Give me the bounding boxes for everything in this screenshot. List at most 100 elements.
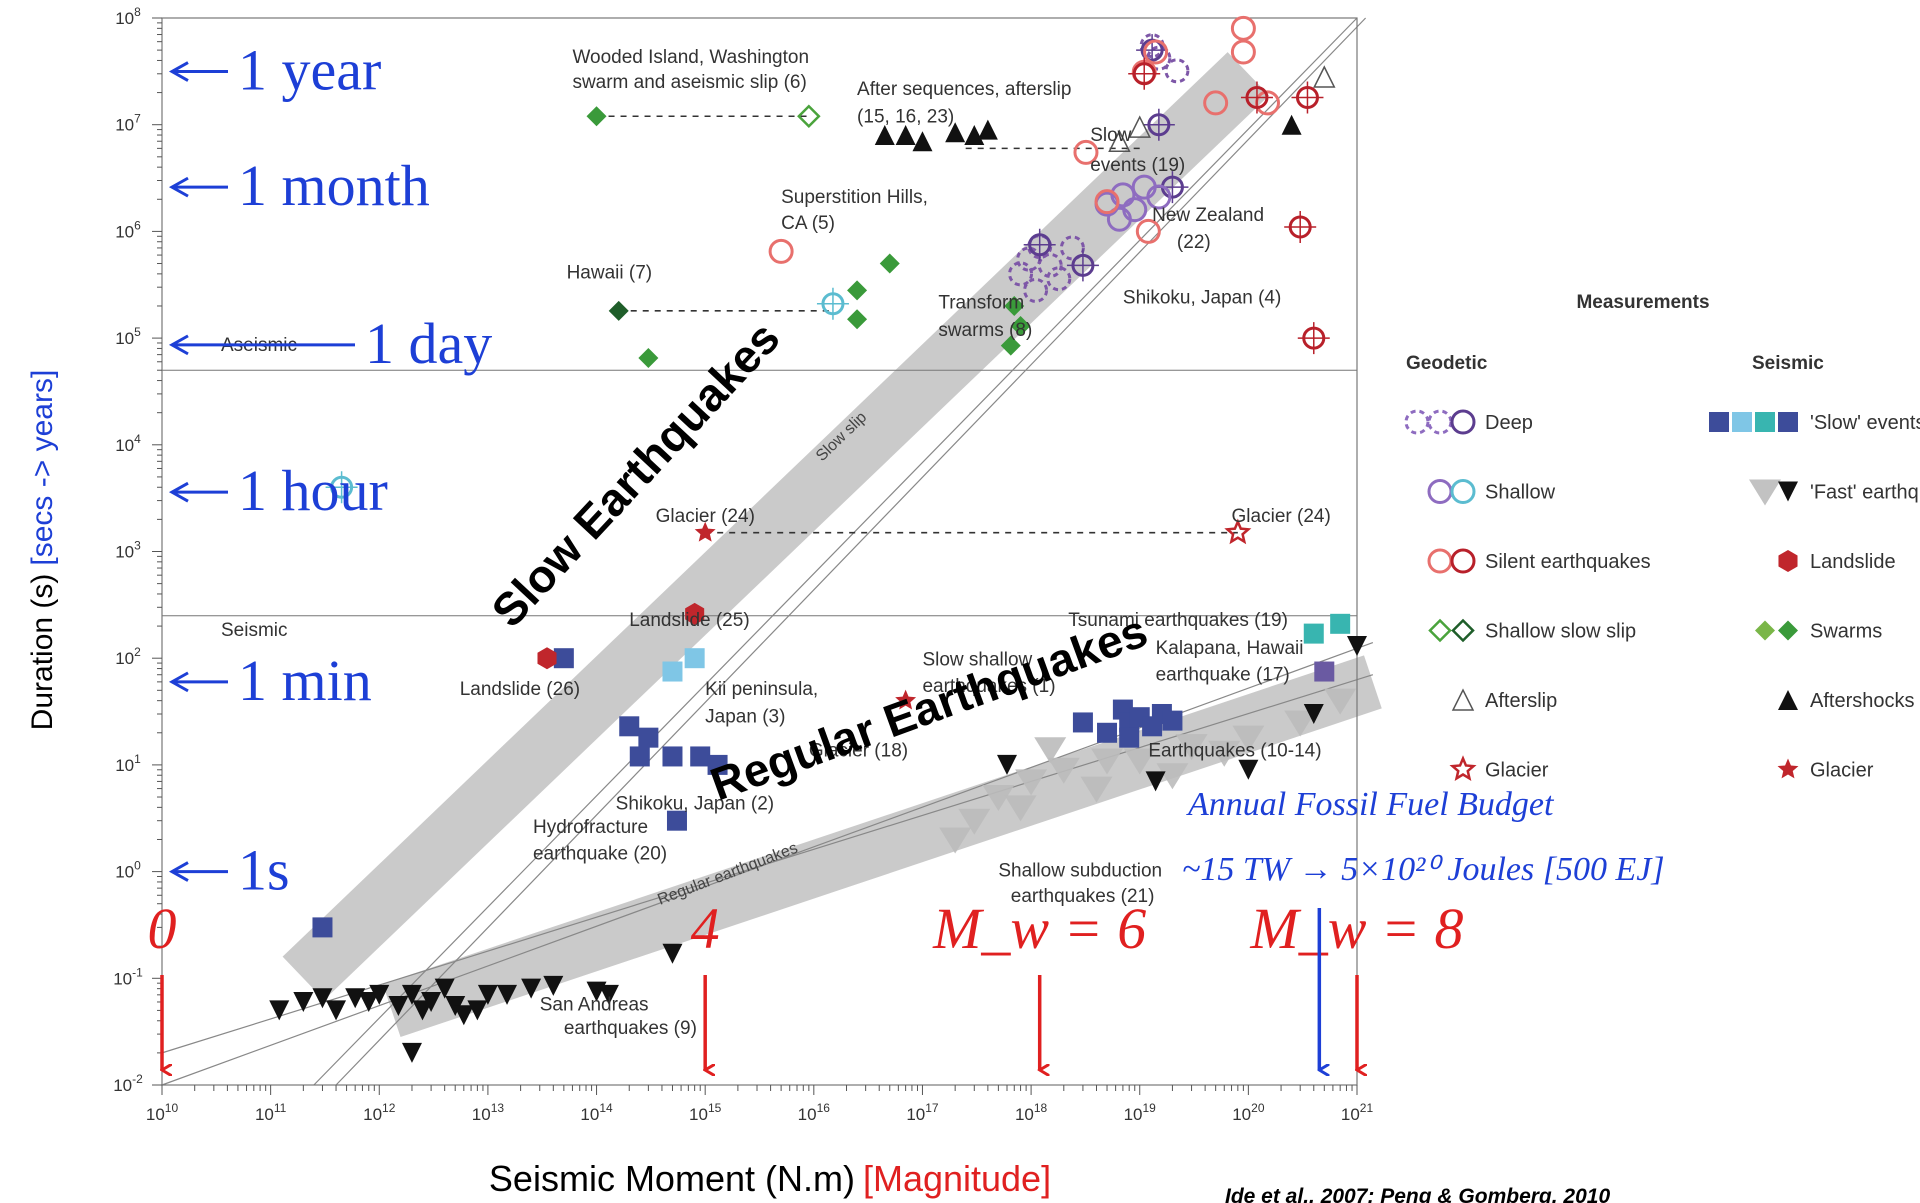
legend-symbol bbox=[1427, 409, 1453, 435]
time-marker-arrowhead bbox=[168, 61, 189, 82]
fast-earthquakes-point bbox=[434, 978, 455, 999]
legend-entry-label: Shallow bbox=[1485, 482, 1556, 504]
time-marker-label: 1 year bbox=[238, 38, 381, 103]
legend-symbol bbox=[1778, 481, 1798, 502]
legend-symbol bbox=[1451, 688, 1475, 711]
swarms-point bbox=[638, 348, 659, 369]
time-markers: 1 year 1 month 1 day 1 hour 1 min 1s bbox=[168, 38, 492, 903]
fast-earthquakes-point bbox=[269, 1000, 290, 1021]
y-tick-label: 10-2 bbox=[113, 1072, 143, 1095]
y-axis-title: Duration (s) [secs -> years] bbox=[26, 370, 59, 731]
annotation: After sequences, afterslip bbox=[857, 79, 1071, 100]
deep-point bbox=[1164, 58, 1190, 84]
time-marker-arrowhead bbox=[168, 481, 189, 503]
shallow-point bbox=[325, 471, 358, 504]
annotation: Kii peninsula, bbox=[705, 679, 818, 700]
shallow-slow-slip-point bbox=[797, 104, 821, 129]
annotation: Tsunami earthquakes (19) bbox=[1068, 610, 1288, 631]
annotation: events (19) bbox=[1090, 155, 1185, 176]
fast-earthquakes-point bbox=[388, 996, 409, 1017]
fast-earthquakes-point bbox=[982, 785, 1015, 812]
annotation: Superstition Hills, bbox=[781, 187, 928, 208]
deep-point bbox=[1146, 45, 1172, 71]
legend-entry-label: 'Fast' earthquakes bbox=[1810, 482, 1920, 504]
fast-earthquakes-point bbox=[1347, 636, 1367, 657]
swarms-point bbox=[1004, 295, 1025, 316]
silent-earthquakes-point bbox=[1230, 15, 1256, 41]
legend-symbol bbox=[1450, 548, 1476, 574]
annotation: (15, 16, 23) bbox=[857, 106, 954, 127]
silent-earthquakes-point bbox=[1094, 189, 1120, 215]
legend-symbol bbox=[1428, 618, 1452, 643]
legend-entry-label: Deep bbox=[1485, 412, 1533, 434]
annotation: CA (5) bbox=[781, 213, 835, 234]
aftershocks-point bbox=[945, 122, 966, 143]
slow-events-point bbox=[662, 661, 683, 682]
y-tick-label: 100 bbox=[115, 859, 141, 882]
annotation: Earthquakes (10-14) bbox=[1148, 740, 1321, 761]
x-axis-title-extra: [Magnitude] bbox=[863, 1158, 1051, 1199]
magnitude-marker-label: M_w = 6 bbox=[932, 896, 1146, 961]
data-points bbox=[269, 15, 1367, 1063]
legend-symbol bbox=[1778, 620, 1798, 641]
fast-earthquakes-point bbox=[1208, 740, 1241, 767]
legend-entry-label: Afterslip bbox=[1485, 690, 1557, 712]
annotation: earthquake (17) bbox=[1156, 664, 1290, 685]
fast-earthquakes-point bbox=[326, 1000, 347, 1021]
x-axis-title-main: Seismic Moment (N.m) bbox=[489, 1158, 855, 1199]
slow-events-point bbox=[690, 746, 711, 767]
silent-earthquakes-point bbox=[1143, 39, 1169, 65]
fast-earthquakes-point bbox=[521, 978, 542, 999]
legend-symbol bbox=[1755, 620, 1775, 641]
silent-earthquakes-point bbox=[768, 238, 794, 264]
aftershocks-point bbox=[874, 125, 895, 146]
x-tick-label: 1014 bbox=[580, 1101, 613, 1124]
deep-point bbox=[1066, 249, 1099, 282]
legend-heading-seismic: Seismic bbox=[1752, 353, 1824, 374]
x-tick-label: 1013 bbox=[472, 1101, 505, 1124]
slow-events-point bbox=[1162, 710, 1183, 731]
legend-title: Measurements bbox=[1576, 292, 1709, 313]
deep-point bbox=[1037, 252, 1063, 278]
legend: Measurements Geodetic Deep Shallow Silent ea… bbox=[1404, 292, 1920, 782]
aftershocks-point bbox=[912, 131, 933, 152]
deep-point bbox=[1023, 228, 1056, 261]
time-marker-arrowhead bbox=[168, 176, 189, 198]
y-tick-label: 104 bbox=[115, 432, 141, 455]
afterslip-point bbox=[1108, 129, 1131, 152]
legend-entry-label: Glacier bbox=[1485, 760, 1549, 782]
legend-symbol bbox=[1732, 412, 1752, 432]
time-marker-label: 1 hour bbox=[238, 458, 388, 523]
y-tick-label: 106 bbox=[115, 218, 141, 241]
y-tick-label: 108 bbox=[115, 5, 141, 28]
slow-events-point bbox=[684, 648, 705, 669]
annotation: Shallow subduction bbox=[998, 860, 1162, 881]
y-axis-title-extra: [secs -> years] bbox=[26, 370, 59, 566]
slow-events-point bbox=[707, 754, 728, 775]
x-axis: 1010 1011 1012 1013 1014 1015 1016 1017 1018 1019… bbox=[146, 1085, 1373, 1124]
seismic-label: Seismic bbox=[221, 620, 288, 641]
fast-earthquakes-point bbox=[358, 991, 379, 1012]
fast-earthquakes-point bbox=[1034, 737, 1067, 764]
annotation: Landslide (26) bbox=[460, 679, 580, 700]
legend-entry-label: Shallow slow slip bbox=[1485, 621, 1636, 643]
slow-events-point bbox=[619, 716, 640, 737]
fast-earthquakes-point bbox=[1284, 710, 1317, 737]
x-tick-label: 1017 bbox=[906, 1101, 939, 1124]
silent-earthquakes-point bbox=[1128, 57, 1161, 90]
fast-earthquakes-point bbox=[467, 1000, 488, 1021]
fast-earthquakes-point bbox=[1238, 759, 1259, 780]
x-tick-label: 1015 bbox=[689, 1101, 722, 1124]
fast-earthquakes-point bbox=[543, 975, 564, 996]
annotation: Wooded Island, Washington bbox=[572, 47, 809, 68]
fast-earthquakes-point bbox=[598, 984, 619, 1005]
fast-earthquakes-point bbox=[996, 754, 1017, 775]
legend-symbol bbox=[1755, 412, 1775, 432]
magnitude-marker-label: M_w = 8 bbox=[1249, 896, 1463, 961]
x-tick-label: 1010 bbox=[146, 1101, 179, 1124]
y-tick-label: 105 bbox=[115, 325, 141, 348]
shallow-point bbox=[1146, 184, 1172, 210]
legend-entry-label: 'Slow' events bbox=[1810, 412, 1920, 434]
annotation: Hawaii (7) bbox=[567, 263, 653, 284]
landslide-point bbox=[537, 647, 557, 670]
